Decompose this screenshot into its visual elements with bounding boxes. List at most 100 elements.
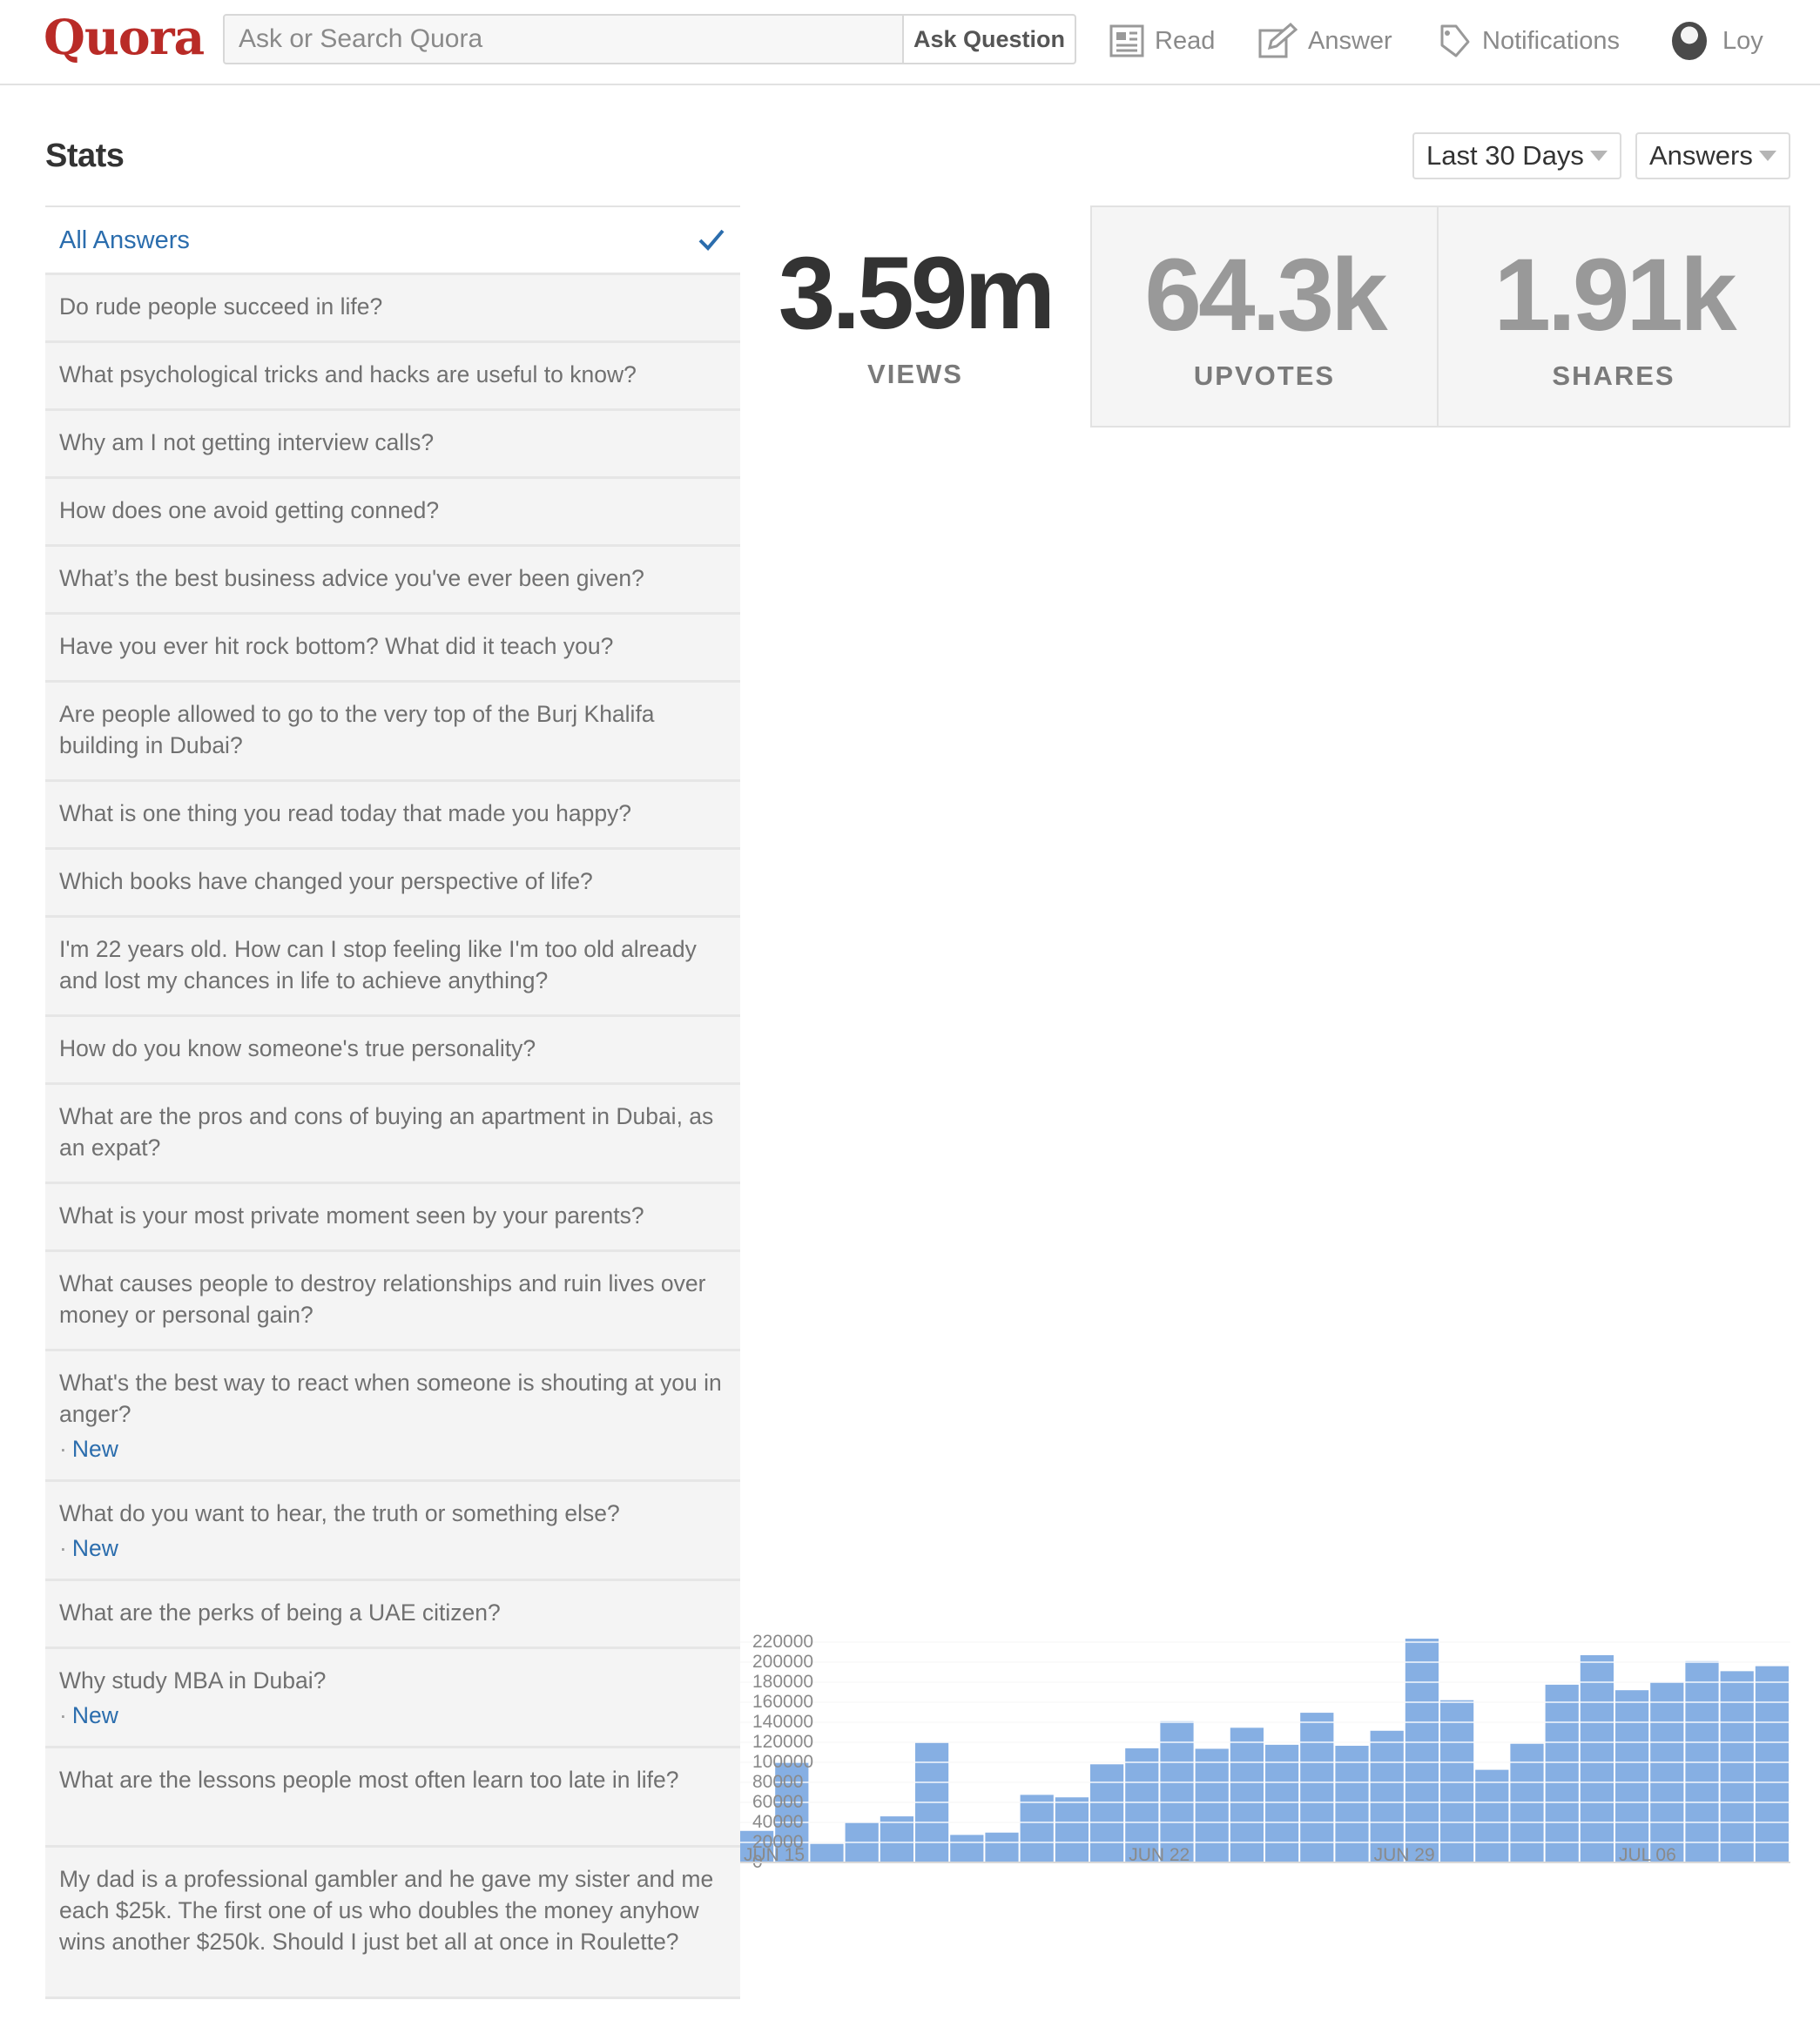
question-text: What causes people to destroy relationsh…	[59, 1270, 706, 1328]
question-text: What is your most private moment seen by…	[59, 1202, 644, 1229]
chart-bar[interactable]	[1300, 1713, 1334, 1862]
chart-bar[interactable]	[1405, 1638, 1439, 1862]
question-text: What are the lessons people most often l…	[59, 1767, 679, 1793]
ask-question-button[interactable]: Ask Question	[902, 16, 1075, 63]
y-tick-label: 40000	[752, 1812, 803, 1832]
y-tick-label: 220000	[752, 1632, 813, 1652]
notifications-icon	[1440, 24, 1470, 57]
views-stat[interactable]: 3.59m VIEWS	[740, 205, 1090, 428]
answers-list: All Answers Do rude people succeed in li…	[45, 205, 740, 1999]
list-item[interactable]: What psychological tricks and hacks are …	[45, 343, 740, 411]
chart-bar[interactable]	[1650, 1682, 1684, 1862]
list-item[interactable]: Why study MBA in Dubai? · New	[45, 1649, 740, 1748]
chart-bar[interactable]	[1370, 1730, 1404, 1862]
quora-logo[interactable]: Quora	[44, 9, 205, 65]
views-bar-chart: 0200004000060000800001000001200001400001…	[740, 428, 1790, 1998]
chart-bar[interactable]	[1335, 1746, 1369, 1862]
shares-stat[interactable]: 1.91k SHARES	[1439, 205, 1790, 428]
list-item[interactable]: I'm 22 years old. How can I stop feeling…	[45, 918, 740, 1017]
list-item[interactable]: Why am I not getting interview calls?	[45, 411, 740, 479]
shares-value: 1.91k	[1493, 238, 1736, 353]
chart-bar[interactable]	[810, 1843, 844, 1862]
list-item[interactable]: What is your most private moment seen by…	[45, 1184, 740, 1252]
list-item[interactable]: What is one thing you read today that ma…	[45, 782, 740, 850]
list-item[interactable]: What’s the best business advice you've e…	[45, 547, 740, 615]
list-item[interactable]: Which books have changed your perspectiv…	[45, 850, 740, 918]
list-item[interactable]: Have you ever hit rock bottom? What did …	[45, 615, 740, 683]
list-item[interactable]: How do you know someone's true personali…	[45, 1017, 740, 1085]
chart-bar[interactable]	[1055, 1797, 1089, 1862]
pencil-icon	[1258, 22, 1298, 58]
list-item[interactable]: My dad is a professional gambler and he …	[45, 1848, 740, 1999]
x-tick-label: JUN 29	[1374, 1845, 1435, 1865]
question-text: Why am I not getting interview calls?	[59, 429, 435, 455]
question-text: What is one thing you read today that ma…	[59, 800, 632, 826]
list-item[interactable]: What do you want to hear, the truth or s…	[45, 1482, 740, 1581]
list-item-all-answers[interactable]: All Answers	[45, 207, 740, 275]
nav-read[interactable]: Read	[1109, 19, 1215, 63]
chart-bar[interactable]	[1090, 1764, 1124, 1862]
nav-answer-label: Answer	[1308, 26, 1392, 55]
x-tick-label: JUN 15	[744, 1845, 805, 1865]
chart-bar[interactable]	[1440, 1700, 1474, 1862]
list-item[interactable]: What are the perks of being a UAE citize…	[45, 1581, 740, 1649]
list-item[interactable]: What are the lessons people most often l…	[45, 1748, 740, 1848]
date-range-dropdown[interactable]: Last 30 Days	[1412, 132, 1621, 179]
chart-bar[interactable]	[1160, 1721, 1194, 1862]
chart-bar[interactable]	[1475, 1769, 1509, 1863]
new-badge: · New	[59, 1702, 118, 1728]
nav-notifications[interactable]: Notifications	[1437, 19, 1620, 63]
nav-profile[interactable]: Loy	[1672, 19, 1763, 63]
chart-bar[interactable]	[1615, 1690, 1649, 1862]
chart-bar[interactable]	[1545, 1684, 1579, 1863]
chart-bar[interactable]	[1510, 1743, 1544, 1862]
question-text: Are people allowed to go to the very top…	[59, 701, 655, 758]
nav-read-label: Read	[1155, 26, 1216, 55]
chart-bar[interactable]	[1580, 1654, 1614, 1862]
chart-bar[interactable]	[1020, 1795, 1054, 1863]
views-value: 3.59m	[778, 236, 1056, 351]
chart-bar[interactable]	[1720, 1671, 1754, 1862]
content-type-value: Answers	[1649, 140, 1753, 171]
y-tick-label: 20000	[752, 1832, 803, 1852]
chart-bar[interactable]	[740, 1830, 774, 1863]
list-item[interactable]: What causes people to destroy relationsh…	[45, 1252, 740, 1351]
shares-label: SHARES	[1552, 360, 1675, 391]
nav-answer[interactable]: Answer	[1257, 19, 1392, 63]
chart-bar[interactable]	[775, 1762, 809, 1862]
chart-bar[interactable]	[1755, 1666, 1789, 1862]
chart-bar[interactable]	[1125, 1748, 1159, 1862]
list-item[interactable]: How does one avoid getting conned?	[45, 479, 740, 547]
upvotes-label: UPVOTES	[1193, 360, 1336, 391]
x-tick-label: JUN 22	[1129, 1845, 1190, 1865]
date-range-value: Last 30 Days	[1426, 140, 1584, 171]
page-title: Stats	[45, 138, 125, 174]
x-tick-label: JUL 06	[1619, 1845, 1676, 1865]
y-tick-label: 180000	[752, 1672, 813, 1692]
content-type-dropdown[interactable]: Answers	[1635, 132, 1790, 179]
question-text: Have you ever hit rock bottom? What did …	[59, 633, 614, 659]
chevron-down-icon	[1759, 151, 1776, 161]
list-item[interactable]: Do rude people succeed in life?	[45, 275, 740, 343]
y-tick-label: 140000	[752, 1712, 813, 1732]
question-text: I'm 22 years old. How can I stop feeling…	[59, 936, 697, 993]
search-bar: Ask Question	[223, 14, 1076, 64]
read-icon	[1109, 24, 1144, 57]
list-item[interactable]: What are the pros and cons of buying an …	[45, 1085, 740, 1184]
question-text: What are the perks of being a UAE citize…	[59, 1599, 501, 1626]
chart-svg: 0200004000060000800001000001200001400001…	[740, 1632, 1790, 1872]
question-text: Why study MBA in Dubai?	[59, 1667, 327, 1694]
chart-bar[interactable]	[880, 1816, 913, 1862]
chart-bar[interactable]	[1230, 1727, 1264, 1863]
upvotes-stat[interactable]: 64.3k UPVOTES	[1090, 205, 1439, 428]
nav-notifications-label: Notifications	[1482, 26, 1620, 55]
question-text: What do you want to hear, the truth or s…	[59, 1500, 620, 1526]
search-input[interactable]	[225, 16, 904, 63]
question-text: What's the best way to react when someon…	[59, 1370, 722, 1427]
chart-bar[interactable]	[985, 1832, 1019, 1862]
chart-bar[interactable]	[950, 1835, 984, 1863]
chart-bar[interactable]	[1195, 1748, 1229, 1862]
question-text: What’s the best business advice you've e…	[59, 565, 644, 591]
list-item[interactable]: What's the best way to react when someon…	[45, 1351, 740, 1482]
list-item[interactable]: Are people allowed to go to the very top…	[45, 683, 740, 782]
